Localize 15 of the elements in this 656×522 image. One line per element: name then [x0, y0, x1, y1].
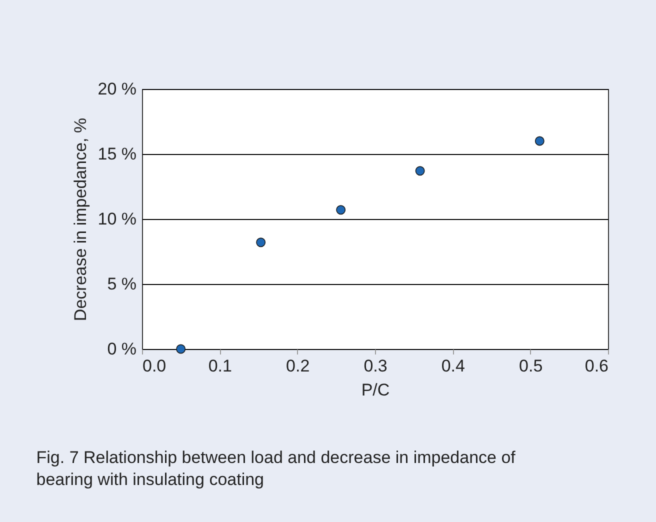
y-tick-label: 20 %	[98, 80, 136, 98]
x-tick-label: 0.5	[519, 356, 543, 376]
y-tick-label: 10 %	[98, 210, 136, 228]
x-tick-label: 0.0	[142, 356, 166, 376]
x-tick-label: 0.4	[441, 356, 465, 376]
x-axis-title: P/C	[361, 380, 390, 400]
y-tick-label: 0 %	[107, 340, 136, 358]
y-tick-label: 5 %	[107, 274, 136, 294]
x-tick-label: 0.3	[364, 356, 388, 376]
x-tick-label: 0.2	[286, 356, 310, 376]
x-tick-label: 0.6	[584, 356, 608, 376]
caption: Fig. 7 Relationship between load and decrease in impedance of bearing with insulating coating	[36, 448, 516, 489]
y-tick-label: 15 %	[98, 144, 136, 164]
x-tick-label: 0.1	[208, 356, 232, 376]
y-axis-title: Decrease in impedance, %	[70, 118, 90, 322]
